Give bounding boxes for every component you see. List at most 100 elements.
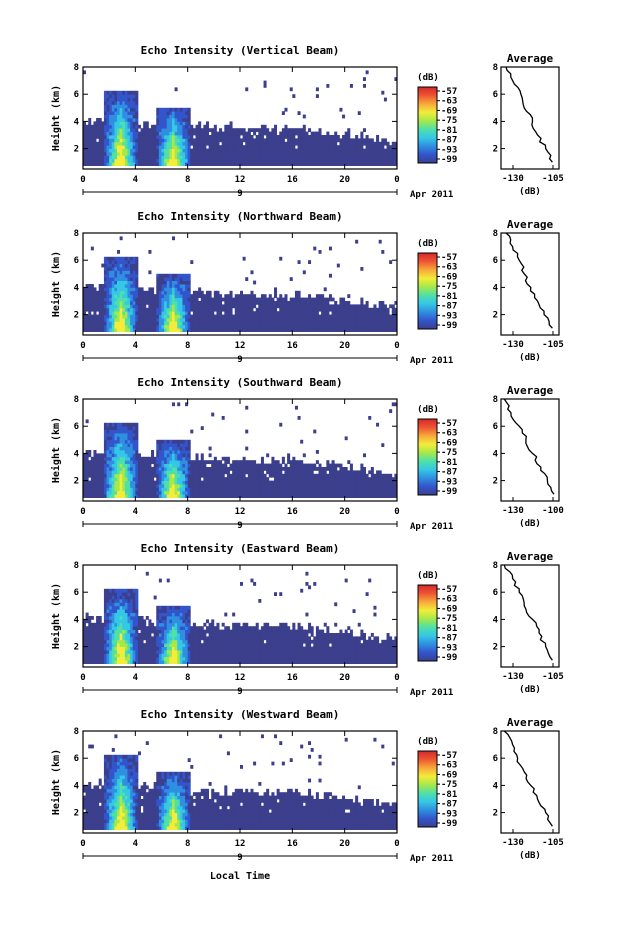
heatmap-cell — [107, 613, 110, 617]
heatmap-cell — [93, 657, 96, 661]
heatmap-cell — [379, 315, 382, 319]
heatmap-cell — [232, 467, 235, 471]
heatmap-cell — [224, 328, 227, 332]
x-tick-label: 16 — [287, 175, 298, 185]
heatmap-cell — [308, 487, 311, 491]
heatmap-cell — [127, 132, 130, 136]
heatmap-cell — [274, 145, 277, 149]
heatmap-cell — [148, 460, 151, 464]
heatmap-cell — [326, 84, 329, 88]
heatmap-cell — [182, 162, 185, 166]
heatmap-cell — [122, 104, 125, 108]
heatmap-cell — [230, 477, 233, 481]
heatmap-cell — [245, 430, 248, 434]
heatmap-cell — [232, 477, 235, 481]
heatmap-cell — [209, 328, 212, 332]
heatmap-cell — [345, 467, 348, 471]
heatmap-cell — [180, 481, 183, 485]
heatmap-cell — [235, 149, 238, 153]
heatmap-cell — [209, 308, 212, 312]
heatmap-cell — [237, 484, 240, 488]
heatmap-cell — [88, 311, 91, 315]
heatmap-cell — [198, 487, 201, 491]
heatmap-cell — [201, 470, 204, 474]
heatmap-cell — [353, 477, 356, 481]
heatmap-cell — [190, 491, 193, 495]
heatmap-cell — [162, 155, 165, 159]
heatmap-cell — [107, 453, 110, 457]
heatmap-cell — [337, 308, 340, 312]
heatmap-cell — [104, 94, 107, 98]
y-tick-label: 8 — [74, 395, 79, 405]
heatmap-cell — [387, 318, 390, 322]
heatmap-cell — [214, 152, 217, 156]
heatmap-cell — [345, 304, 348, 308]
heatmap-cell — [93, 470, 96, 474]
heatmap-cell — [274, 311, 277, 315]
heatmap-cell — [198, 128, 201, 132]
heatmap-cell — [245, 159, 248, 163]
heatmap-cell — [130, 291, 133, 295]
heatmap-cell — [190, 155, 193, 159]
heatmap-cell — [256, 152, 259, 156]
heatmap-cell — [127, 447, 130, 451]
heatmap-cell — [248, 464, 251, 468]
heatmap-cell — [355, 162, 358, 166]
heatmap-cell — [180, 291, 183, 295]
heatmap-cell — [114, 152, 117, 156]
heatmap-cell — [196, 135, 199, 139]
heatmap-cell — [91, 487, 94, 491]
heatmap-cell — [117, 467, 120, 471]
heatmap-cell — [190, 304, 193, 308]
heatmap-cell — [261, 484, 264, 488]
heatmap-cell — [130, 264, 133, 268]
heatmap-cell — [206, 159, 209, 163]
heatmap-cell — [122, 91, 125, 95]
heatmap-cell — [91, 298, 94, 302]
heatmap-cell — [159, 487, 162, 491]
heatmap-cell — [379, 477, 382, 481]
heatmap-cell — [324, 325, 327, 329]
heatmap-cell — [141, 162, 144, 166]
heatmap-cell — [373, 162, 376, 166]
heatmap-cell — [122, 94, 125, 98]
heatmap-cell — [227, 145, 230, 149]
heatmap-cell — [162, 308, 165, 312]
heatmap-cell — [120, 159, 123, 163]
date-label: Apr 2011 — [410, 190, 453, 200]
heatmap-cell — [146, 481, 149, 485]
heatmap-cell — [101, 464, 104, 468]
heatmap-cell — [143, 325, 146, 329]
heatmap-cell — [248, 321, 251, 325]
heatmap-cell — [127, 270, 130, 274]
heatmap-cell — [274, 484, 277, 488]
heatmap-cell — [96, 301, 99, 305]
heatmap-cell — [235, 155, 238, 159]
heatmap-cell — [175, 311, 178, 315]
heatmap-cell — [93, 328, 96, 332]
heatmap-cell — [93, 477, 96, 481]
heatmap-cell — [88, 291, 91, 295]
heatmap-cell — [135, 474, 138, 478]
heatmap-cell — [334, 138, 337, 142]
heatmap-cell — [311, 142, 314, 146]
heatmap-cell — [104, 647, 107, 651]
heatmap-cell — [93, 464, 96, 468]
heatmap-cell — [371, 474, 374, 478]
heatmap-cell — [392, 159, 395, 163]
heatmap-cell — [292, 145, 295, 149]
heatmap-cell — [120, 162, 123, 166]
heatmap-cell — [117, 321, 120, 325]
colorbar-unit: (dB) — [417, 405, 439, 415]
heatmap-cell — [282, 321, 285, 325]
heatmap-cell — [298, 291, 301, 295]
heatmap-cell — [240, 152, 243, 156]
heatmap-cell — [240, 128, 243, 132]
heatmap-cell — [109, 613, 112, 617]
heatmap-cell — [133, 155, 136, 159]
heatmap-cell — [120, 491, 123, 495]
heatmap-cell — [172, 325, 175, 329]
heatmap-cell — [107, 270, 110, 274]
heatmap-cell — [290, 152, 293, 156]
heatmap-cell — [235, 298, 238, 302]
